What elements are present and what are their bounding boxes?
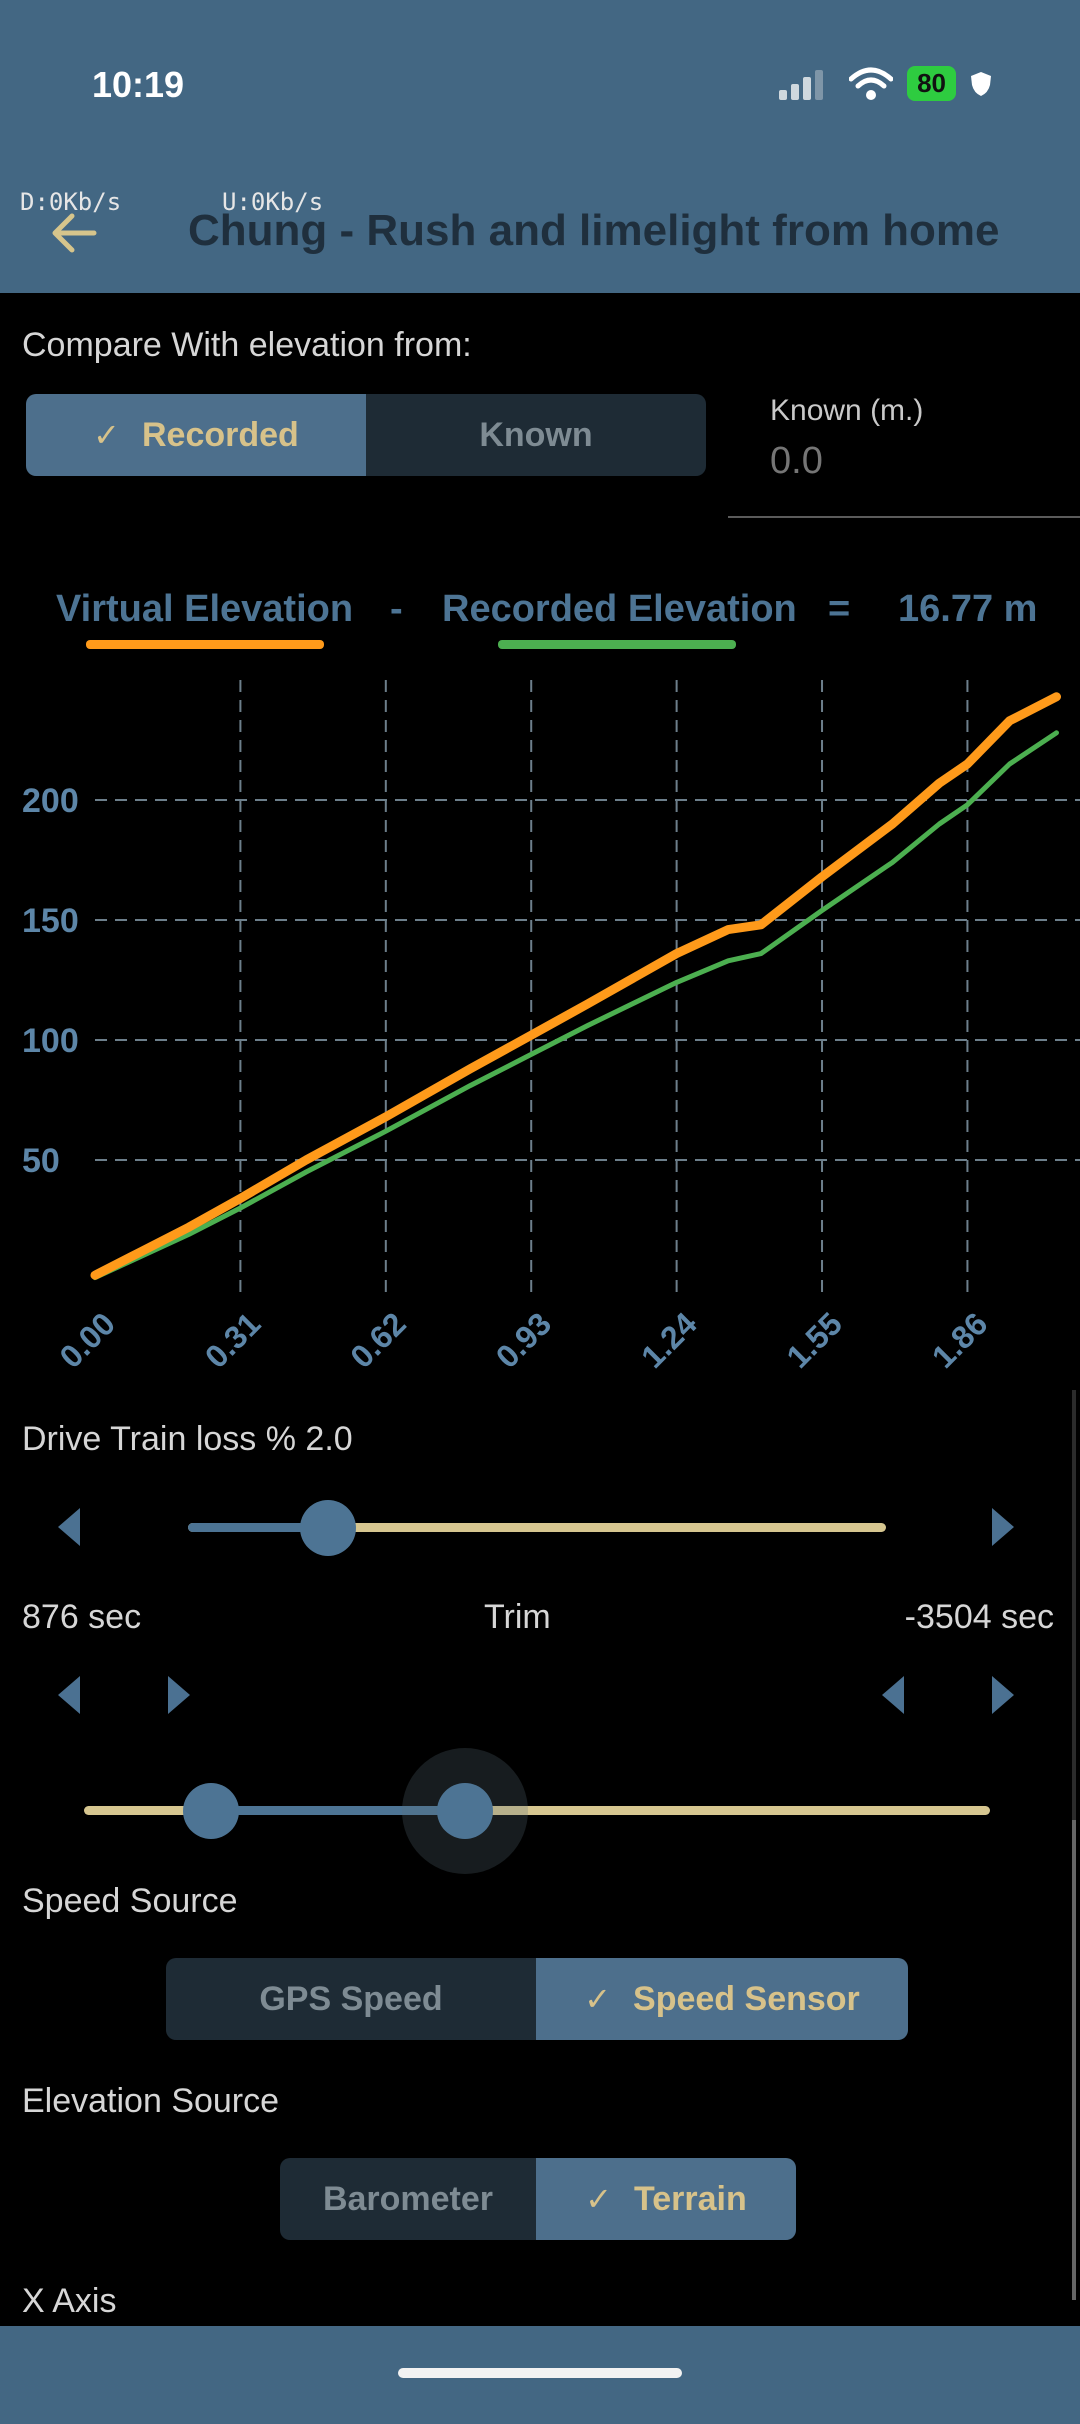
y-tick-label: 100	[22, 1022, 79, 1060]
trim-end-increase-icon[interactable]	[992, 1676, 1014, 1714]
status-time: 10:19	[92, 64, 185, 105]
trim-start-value: 876 sec	[22, 1598, 142, 1636]
status-icons: 80	[779, 66, 992, 101]
speed-source-toggle: GPS Speed ✓ Speed Sensor	[166, 1958, 908, 2040]
drive-train-track[interactable]	[188, 1523, 886, 1532]
drive-train-thumb[interactable]	[299, 1500, 356, 1556]
check-icon: ✓	[93, 417, 120, 453]
elevation-barometer-label: Barometer	[322, 2179, 494, 2218]
x-tick-label: 1.55	[780, 1305, 849, 1374]
y-tick-label: 150	[22, 902, 79, 940]
check-icon: ✓	[585, 2181, 613, 2217]
known-elevation-input[interactable]	[770, 440, 1070, 483]
virtual-elevation-line	[90, 692, 1061, 1280]
x-tick-label: 0.62	[343, 1305, 412, 1374]
legend-minus: -	[390, 588, 403, 630]
elevation-chart: 50 100 150 200 0.00 0.31 0.62 0.93 1.24 1.55 1.86	[22, 680, 1080, 1375]
compare-known-option[interactable]: Known	[366, 394, 706, 476]
x-tick-label: 0.93	[489, 1305, 558, 1374]
trim-start-thumb[interactable]	[182, 1783, 239, 1839]
compare-label: Compare With elevation from:	[22, 326, 472, 364]
legend-recorded-swatch	[498, 640, 736, 649]
trim-track[interactable]	[84, 1806, 990, 1815]
wifi-icon	[849, 67, 894, 100]
x-tick-label: 1.86	[925, 1305, 994, 1374]
compare-known-label: Known	[479, 415, 593, 454]
recorded-elevation-line	[92, 730, 1059, 1281]
elevation-terrain-option[interactable]: ✓ Terrain	[536, 2158, 796, 2240]
back-arrow-icon[interactable]	[48, 208, 98, 258]
drive-train-fill	[188, 1523, 328, 1532]
y-tick-label: 200	[22, 782, 79, 820]
elevation-source-toggle: Barometer ✓ Terrain	[280, 2158, 796, 2240]
trim-label: Trim	[484, 1598, 551, 1636]
y-tick-label: 50	[22, 1142, 60, 1180]
battery-indicator: 80	[907, 66, 956, 101]
x-axis-label: X Axis	[22, 2282, 117, 2320]
compare-toggle: ✓ Recorded Known	[26, 394, 706, 476]
elevation-terrain-label: Terrain	[634, 2179, 747, 2218]
trim-start-decrease-icon[interactable]	[58, 1676, 80, 1714]
legend-result: 16.77 m	[898, 588, 1038, 630]
legend-virtual-swatch	[86, 640, 324, 649]
elevation-barometer-option[interactable]: Barometer	[280, 2158, 536, 2240]
speed-gps-option[interactable]: GPS Speed	[166, 1958, 536, 2040]
compare-recorded-label: Recorded	[141, 415, 299, 454]
app-bar	[0, 0, 1080, 293]
trim-end-thumb[interactable]	[436, 1783, 493, 1839]
speed-sensor-label: Speed Sensor	[633, 1979, 860, 2018]
drive-train-label: Drive Train loss % 2.0	[22, 1420, 353, 1458]
drive-train-decrease-icon[interactable]	[58, 1508, 80, 1546]
x-tick-label: 0.31	[198, 1305, 267, 1374]
drive-train-increase-icon[interactable]	[992, 1508, 1014, 1546]
known-input-underline	[728, 516, 1080, 518]
upload-rate: U:0Kb/s	[222, 188, 324, 216]
trim-start-increase-icon[interactable]	[168, 1676, 190, 1714]
x-tick-label: 0.00	[52, 1305, 121, 1374]
speed-gps-label: GPS Speed	[259, 1979, 443, 2018]
elevation-source-label: Elevation Source	[22, 2082, 280, 2120]
signal-icon	[779, 69, 824, 100]
trim-end-value: -3504 sec	[904, 1598, 1054, 1636]
x-tick-label: 1.24	[634, 1305, 704, 1375]
trim-end-decrease-icon[interactable]	[882, 1676, 904, 1714]
trim-range-fill	[210, 1806, 465, 1815]
page-title: Chung - Rush and limelight from home	[188, 206, 1000, 255]
legend-recorded: Recorded Elevation	[442, 588, 797, 630]
scrollbar-thumb[interactable]	[1072, 1820, 1076, 2300]
download-rate: D:0Kb/s	[20, 188, 122, 216]
known-field-label: Known (m.)	[770, 394, 924, 427]
speed-sensor-option[interactable]: ✓ Speed Sensor	[536, 1958, 908, 2040]
legend-equals: =	[828, 588, 851, 630]
shield-icon	[971, 71, 991, 96]
check-icon: ✓	[584, 1981, 612, 2017]
compare-recorded-option[interactable]: ✓ Recorded	[26, 394, 366, 476]
home-indicator[interactable]	[398, 2368, 682, 2378]
legend-virtual: Virtual Elevation	[56, 588, 354, 630]
speed-source-label: Speed Source	[22, 1882, 238, 1920]
